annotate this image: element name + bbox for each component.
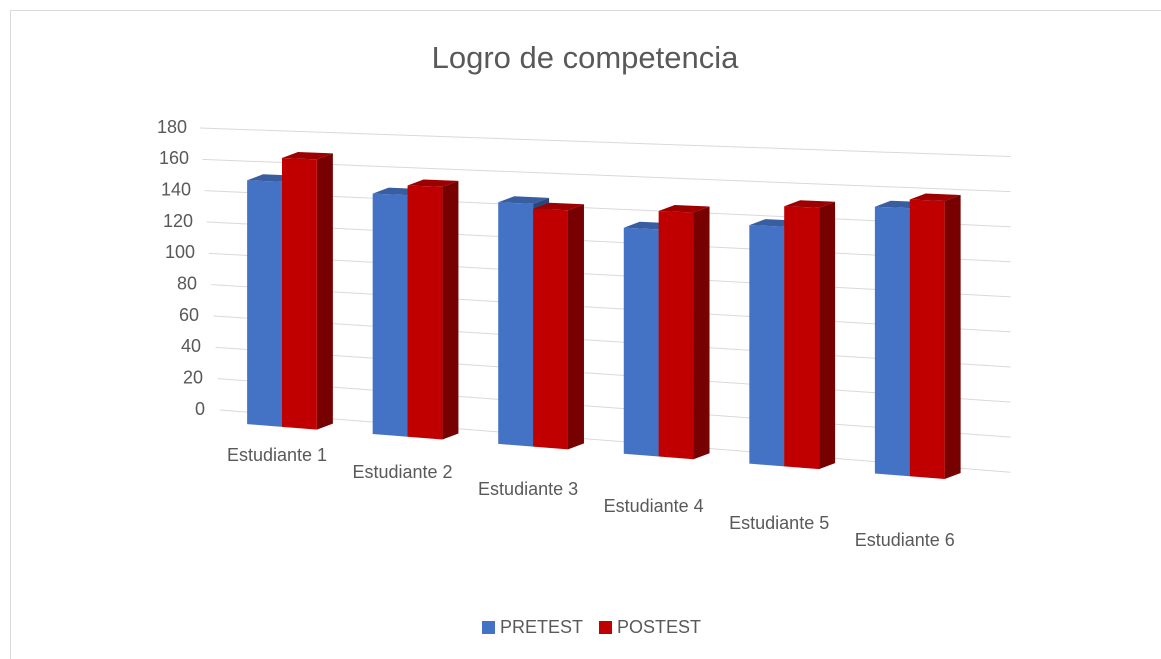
bar-top <box>533 202 584 211</box>
bar-side <box>944 194 961 480</box>
bar-front <box>623 227 659 457</box>
chart-border <box>10 10 1161 659</box>
x-tick-label: Estudiante 2 <box>352 462 453 482</box>
y-tick-label: 120 <box>163 211 193 231</box>
bar <box>407 179 459 440</box>
bar-top <box>407 179 459 187</box>
y-tick-label: 80 <box>177 273 197 293</box>
bar-side <box>693 206 710 460</box>
bar-front <box>749 225 785 467</box>
bar-front <box>282 158 317 430</box>
bar-side <box>316 153 333 430</box>
x-tick-label: Estudiante 6 <box>854 530 955 550</box>
bar-top <box>909 193 961 201</box>
chart-title: Logro de competencia <box>432 40 740 75</box>
bar-front <box>247 180 282 427</box>
y-tick-label: 180 <box>157 117 187 137</box>
bar-top <box>784 200 836 208</box>
bar <box>909 193 961 480</box>
y-tick-label: 60 <box>179 305 199 325</box>
bar-front <box>498 202 534 447</box>
bar-top <box>282 152 333 160</box>
bar-front <box>372 193 408 437</box>
bar-front <box>407 185 443 440</box>
y-tick-label: 100 <box>165 242 195 262</box>
bar-front <box>533 208 568 450</box>
bar-side <box>819 201 836 470</box>
legend-swatch <box>482 621 495 634</box>
bar <box>784 200 836 470</box>
bar-front <box>909 199 945 480</box>
y-tick-label: 0 <box>195 399 205 419</box>
bar-front <box>874 206 910 477</box>
y-tick-label: 160 <box>159 148 189 168</box>
x-tick-label: Estudiante 3 <box>478 479 579 499</box>
legend-swatch <box>599 621 613 634</box>
legend-label: POSTEST <box>617 617 701 637</box>
grid-line <box>199 127 1011 158</box>
x-tick-label: Estudiante 1 <box>226 445 328 465</box>
y-tick-label: 40 <box>181 336 201 356</box>
legend-label: PRETEST <box>500 617 583 637</box>
x-tick-label: Estudiante 4 <box>603 496 704 516</box>
bar-side <box>442 180 459 440</box>
bar-side <box>567 204 584 450</box>
bar-front <box>658 210 694 460</box>
bar <box>533 202 584 450</box>
y-tick-label: 140 <box>161 179 191 199</box>
bar-front <box>784 206 820 470</box>
grid-line <box>202 158 1011 193</box>
y-tick-label: 20 <box>183 367 203 387</box>
x-tick-label: Estudiante 5 <box>729 513 830 533</box>
bar-top <box>658 204 710 213</box>
bar <box>282 152 333 430</box>
bar <box>658 204 710 460</box>
bar-top <box>498 196 550 204</box>
